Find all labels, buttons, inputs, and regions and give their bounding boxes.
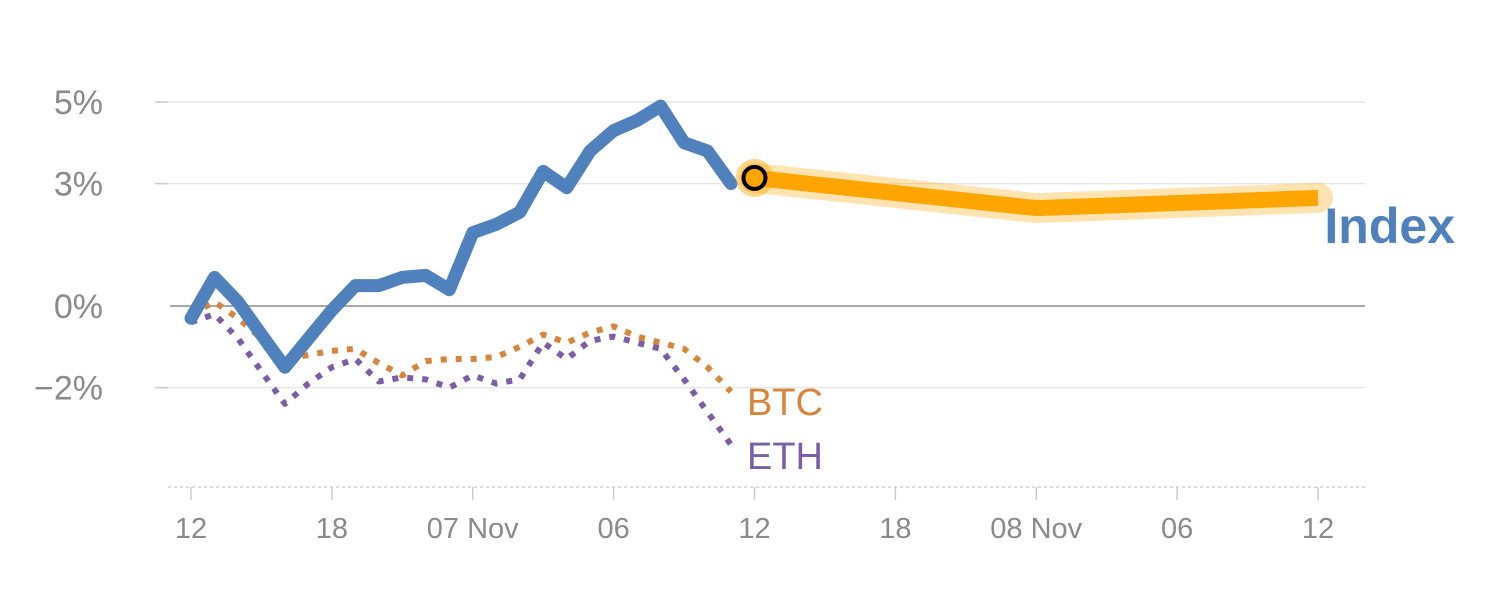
x-tick-label: 12 — [738, 513, 770, 545]
x-tick-label: 12 — [1302, 513, 1334, 545]
x-tick-label: 18 — [879, 513, 911, 545]
forecast-line — [753, 169, 1319, 217]
axes: 5% 3% 0% −2% 12 18 07 Nov 06 12 18 08 Nov 06 12 — [34, 84, 1365, 545]
x-tick-label: 12 — [175, 513, 207, 545]
y-tick-label: 3% — [54, 166, 103, 204]
series-label-btc: BTC — [747, 382, 823, 424]
x-tick-label: 06 — [597, 513, 629, 545]
series-lines — [184, 99, 1333, 447]
grid-lines — [155, 101, 1365, 389]
x-tick-label: 07 Nov — [427, 513, 519, 545]
x-tick-label: 18 — [316, 513, 348, 545]
series-label-index: Index — [1324, 198, 1455, 254]
x-tick-label: 08 Nov — [990, 513, 1082, 545]
series-label-eth: ETH — [747, 436, 823, 478]
series-line-btc — [189, 298, 734, 394]
y-tick-label: 5% — [54, 84, 103, 122]
series-labels: Index BTC ETH — [747, 198, 1455, 478]
y-tick-label: 0% — [54, 288, 103, 326]
y-tick-label: −2% — [34, 370, 103, 408]
series-line-eth — [190, 311, 734, 447]
current-point-marker — [741, 164, 768, 191]
series-line-index — [184, 99, 738, 374]
x-tick-label: 06 — [1161, 513, 1193, 545]
